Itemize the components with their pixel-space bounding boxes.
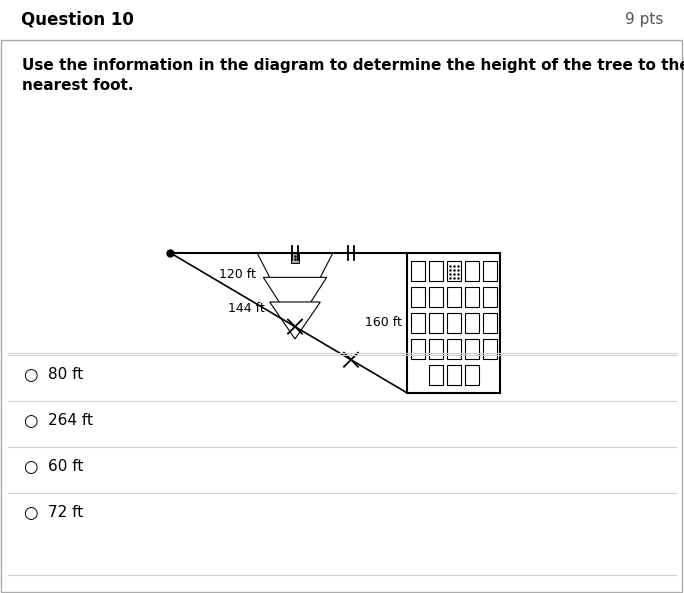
Polygon shape (263, 278, 327, 327)
Bar (482, 261, 497, 280)
Text: 72 ft: 72 ft (48, 505, 83, 521)
Text: ○: ○ (23, 412, 37, 430)
Bar (428, 313, 443, 333)
Text: nearest foot.: nearest foot. (22, 78, 133, 93)
Bar (428, 339, 443, 359)
Text: 60 ft: 60 ft (48, 460, 83, 474)
Text: ○: ○ (23, 366, 37, 384)
Bar (447, 261, 460, 280)
Bar (428, 261, 443, 280)
Text: ○: ○ (23, 504, 37, 522)
Bar (464, 287, 479, 307)
Text: Question 10: Question 10 (21, 10, 133, 28)
Text: ○: ○ (23, 458, 37, 476)
Bar (447, 287, 460, 307)
Bar (410, 339, 425, 359)
Text: 264 ft: 264 ft (48, 413, 93, 428)
Bar (447, 365, 460, 385)
Bar (447, 313, 460, 333)
Bar (291, 253, 299, 263)
Bar (407, 253, 500, 393)
Bar (464, 339, 479, 359)
Polygon shape (257, 253, 333, 327)
Bar (428, 287, 443, 307)
Text: 160 ft: 160 ft (365, 316, 402, 329)
Polygon shape (269, 302, 320, 339)
Bar (482, 313, 497, 333)
Bar (428, 365, 443, 385)
Text: 80 ft: 80 ft (48, 367, 83, 382)
Text: 120 ft: 120 ft (219, 267, 256, 280)
Bar (410, 287, 425, 307)
Bar (464, 313, 479, 333)
Bar (464, 365, 479, 385)
Bar (410, 313, 425, 333)
Bar (482, 339, 497, 359)
Bar (482, 287, 497, 307)
Bar (464, 261, 479, 280)
Text: Use the information in the diagram to determine the height of the tree to the: Use the information in the diagram to de… (22, 58, 684, 72)
Bar (447, 339, 460, 359)
Text: 9 pts: 9 pts (625, 12, 663, 27)
Text: 144 ft: 144 ft (228, 302, 265, 315)
Bar (410, 261, 425, 280)
